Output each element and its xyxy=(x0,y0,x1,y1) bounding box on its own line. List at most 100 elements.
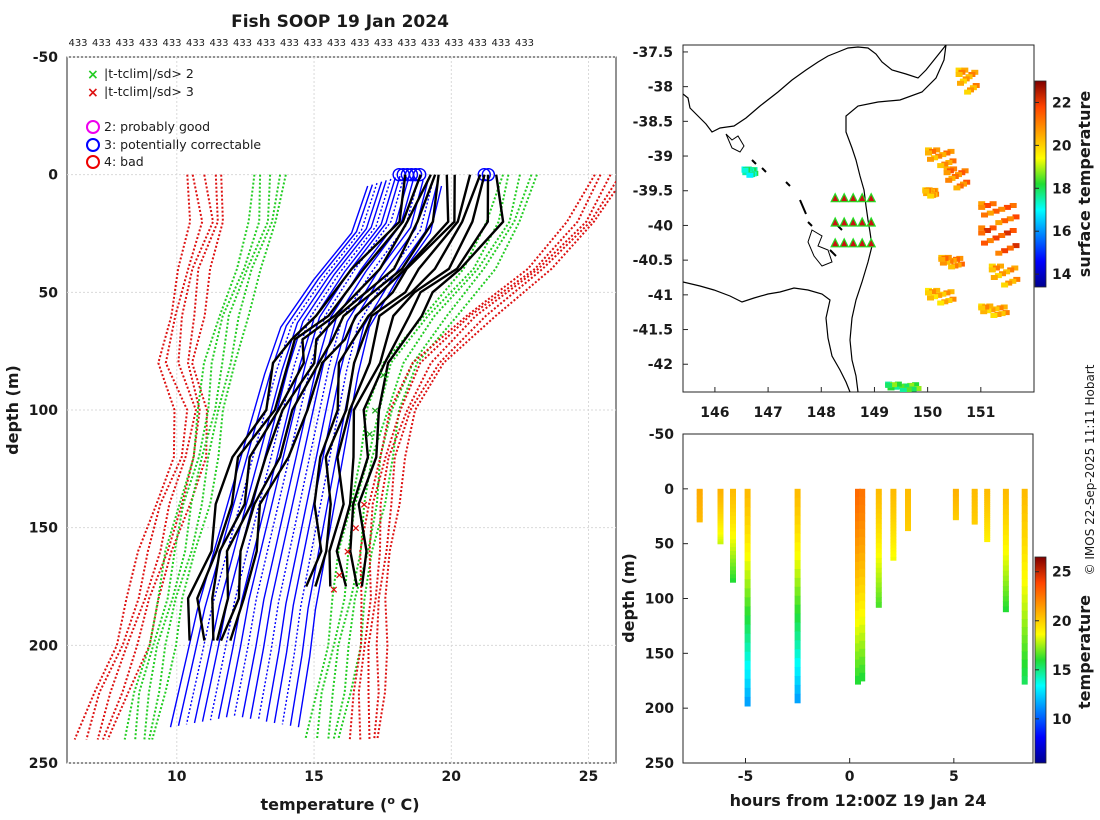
sst-pixel xyxy=(989,201,997,207)
cast-segment xyxy=(855,586,861,596)
cast-segment xyxy=(717,514,724,517)
cast-segment xyxy=(952,497,959,500)
mainland-coastline xyxy=(683,45,947,133)
flag-x-marker: × xyxy=(329,583,338,596)
cast-segment xyxy=(794,649,801,659)
sst-pixel xyxy=(978,201,986,207)
cast-segment xyxy=(696,501,703,504)
profile-count-label: 433 xyxy=(491,38,510,49)
y-tick-label: 50 xyxy=(39,285,59,301)
profile-count-label: 433 xyxy=(233,38,252,49)
sst-pixel xyxy=(980,309,988,315)
cast-segment xyxy=(696,490,703,493)
cast-segment xyxy=(794,569,801,579)
cast-segment xyxy=(859,496,866,506)
cast-segment xyxy=(971,510,978,513)
cast-segment xyxy=(855,610,861,620)
legend-item-flag3: 3: potentially correctable xyxy=(86,137,261,152)
cast-segment xyxy=(971,488,978,491)
cast-segment xyxy=(730,578,736,583)
profile-count-label: 433 xyxy=(327,38,346,49)
measured-profile-line xyxy=(314,174,472,587)
sst-pixel xyxy=(885,382,893,388)
sst-pixel xyxy=(938,256,946,262)
cast-segment xyxy=(875,543,882,549)
cast-segment xyxy=(717,525,724,529)
flag-x-marker: × xyxy=(351,522,360,535)
king-island-fragments xyxy=(751,159,843,257)
cast-segment xyxy=(696,494,703,497)
cast-segment xyxy=(905,507,911,511)
cast-segment xyxy=(984,497,991,501)
cast-segment xyxy=(971,521,978,524)
cast-segment xyxy=(859,568,866,578)
legend-item-flag2: 2: probably good xyxy=(86,119,210,134)
cast-segment xyxy=(1021,602,1028,612)
tasmania-coastline xyxy=(683,245,873,392)
profile-grid xyxy=(67,56,616,764)
sst-pixel xyxy=(989,225,997,231)
cast-segment xyxy=(890,521,897,526)
cast-segment xyxy=(696,498,703,501)
cast-segment xyxy=(952,509,959,512)
cast-segment xyxy=(855,627,861,636)
cast-segment xyxy=(971,513,978,516)
sst-pixel xyxy=(992,235,1000,241)
section-y-tick-label: 100 xyxy=(645,592,674,608)
sst-pixel xyxy=(925,290,932,296)
cast-segment xyxy=(890,539,897,543)
cast-segment xyxy=(1021,675,1028,685)
cast-segment xyxy=(952,492,959,495)
flag3-profile-line xyxy=(257,178,420,721)
cast-segment xyxy=(984,517,991,521)
cast-segment xyxy=(859,560,866,570)
surface-temperature-colorbar xyxy=(1034,80,1047,288)
cast-segment xyxy=(855,521,861,531)
profile-count-label: 433 xyxy=(421,38,440,49)
surface-temperature-label: surface temperature xyxy=(1075,91,1094,278)
cast-segment xyxy=(855,505,861,514)
cast-segment xyxy=(730,527,736,533)
map-y-tick-label: -38 xyxy=(648,80,673,96)
cast-segment xyxy=(1002,565,1009,572)
cast-segment xyxy=(696,491,703,494)
flag3-circle-marker xyxy=(477,167,491,182)
station-triangle-marker xyxy=(848,216,859,227)
flag-x-marker: × xyxy=(359,498,368,511)
cast-segment xyxy=(730,531,736,537)
east-coast-line xyxy=(845,45,947,247)
cast-segment xyxy=(1002,601,1009,608)
cast-segment xyxy=(794,693,801,704)
cast-segment xyxy=(717,498,724,501)
sst-pixel xyxy=(1006,216,1014,222)
cast-segment xyxy=(855,619,861,628)
cast-segment xyxy=(1002,586,1009,592)
cast-segment xyxy=(875,523,882,529)
cast-segment xyxy=(984,508,991,512)
sst-pixel xyxy=(1009,228,1017,233)
cast-segment xyxy=(859,544,866,554)
cast-segment xyxy=(696,510,703,513)
cast-segment xyxy=(696,517,703,520)
profile-count-label: 433 xyxy=(350,38,369,49)
cast-segment xyxy=(859,520,866,530)
cast-segment xyxy=(875,548,882,554)
sst-pixel xyxy=(1013,276,1021,282)
cast-segment xyxy=(1021,505,1028,514)
sst-pixel xyxy=(937,163,945,169)
cast-segment xyxy=(744,588,751,598)
map-y-tick-label: -40.5 xyxy=(633,253,673,269)
cast-segment xyxy=(984,526,991,529)
cast-segment xyxy=(905,502,911,505)
cast-segment xyxy=(717,495,724,499)
cast-segment xyxy=(971,512,978,515)
cast-segment xyxy=(717,518,724,522)
flag3-circle-marker xyxy=(404,167,419,182)
profile-count-label: 433 xyxy=(444,38,463,49)
sst-pixel xyxy=(941,299,949,305)
sst-pixel xyxy=(945,298,953,303)
sst-pixel xyxy=(922,188,930,194)
cast-segment xyxy=(890,503,897,508)
cast-segment xyxy=(696,492,703,495)
sst-pixel xyxy=(902,383,910,389)
